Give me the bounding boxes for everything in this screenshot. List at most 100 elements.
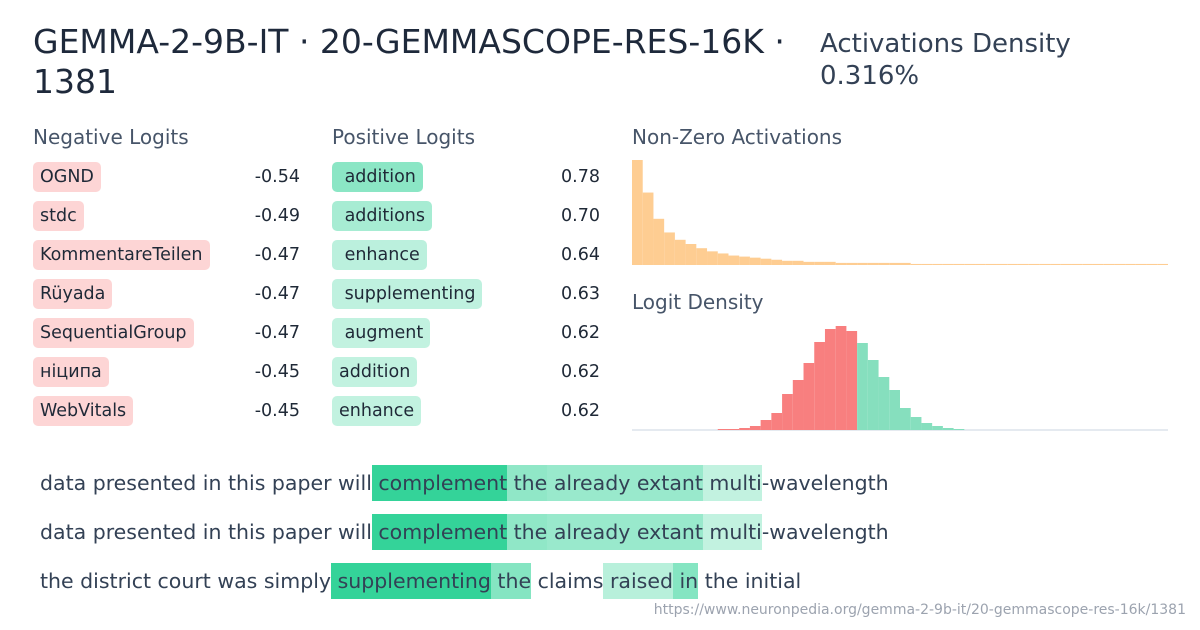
bar bbox=[867, 262, 879, 265]
bar bbox=[749, 257, 761, 265]
token: the bbox=[507, 465, 548, 501]
token: claims bbox=[531, 569, 604, 593]
bar bbox=[664, 232, 675, 265]
bar bbox=[642, 192, 654, 265]
bar bbox=[1103, 263, 1115, 265]
bar bbox=[857, 262, 868, 265]
bar bbox=[1135, 263, 1147, 265]
logit-value: 0.70 bbox=[561, 206, 600, 226]
bar bbox=[717, 429, 729, 430]
logit-value: 0.62 bbox=[561, 323, 600, 343]
token: data presented in this paper will bbox=[40, 471, 372, 495]
bar bbox=[814, 342, 825, 430]
token: data presented in this paper will bbox=[40, 520, 372, 544]
token: the bbox=[490, 563, 532, 599]
bar bbox=[1092, 263, 1104, 265]
bar bbox=[953, 429, 965, 430]
bar bbox=[932, 263, 943, 265]
logit-row: enhance 0.64 bbox=[332, 240, 600, 270]
token-pill: addition bbox=[332, 357, 418, 387]
token: multi bbox=[702, 465, 762, 501]
bar bbox=[792, 260, 804, 265]
bar bbox=[824, 329, 836, 430]
bar bbox=[900, 262, 911, 265]
bar bbox=[1146, 263, 1158, 265]
token-pill: addition bbox=[332, 162, 423, 192]
title: GEMMA-2-9B-IT · 20-GEMMASCOPE-RES-16K · … bbox=[33, 22, 785, 101]
token-pill: enhance bbox=[332, 396, 422, 426]
token: in bbox=[672, 563, 699, 599]
act-title: Non-Zero Activations bbox=[632, 125, 843, 149]
bar bbox=[846, 331, 858, 430]
bar bbox=[760, 420, 772, 430]
bar bbox=[782, 260, 793, 265]
token-pill: ніципа bbox=[33, 357, 109, 387]
token-pill: augment bbox=[332, 318, 431, 348]
bar bbox=[1039, 263, 1051, 265]
logit-row: WebVitals -0.45 bbox=[33, 396, 300, 426]
logit-value: 0.64 bbox=[561, 245, 600, 265]
bar bbox=[1007, 263, 1018, 265]
token: the initial bbox=[698, 569, 802, 593]
token: already bbox=[547, 465, 631, 501]
example: the district court was simply supplement… bbox=[40, 563, 801, 599]
bar bbox=[953, 263, 965, 265]
logit-value: 0.63 bbox=[561, 284, 600, 304]
logit-value: -0.49 bbox=[254, 206, 300, 226]
token: -wavelength bbox=[761, 471, 889, 495]
bar bbox=[942, 428, 954, 430]
token: supplementing bbox=[331, 563, 491, 599]
bar bbox=[900, 408, 911, 430]
logit-row: OGND -0.54 bbox=[33, 162, 300, 192]
example: data presented in this paper will comple… bbox=[40, 514, 889, 550]
bar bbox=[685, 244, 697, 265]
token-pill: Rüyada bbox=[33, 279, 113, 309]
token-pill: WebVitals bbox=[33, 396, 134, 426]
bar bbox=[739, 428, 750, 430]
logit-value: -0.45 bbox=[254, 401, 300, 421]
logit-value: -0.45 bbox=[254, 362, 300, 382]
bar bbox=[792, 380, 804, 430]
bar bbox=[996, 263, 1008, 265]
bar bbox=[771, 413, 783, 430]
logit-row: enhance 0.62 bbox=[332, 396, 600, 426]
logit-value: -0.54 bbox=[254, 167, 300, 187]
bar bbox=[814, 261, 825, 265]
bar bbox=[632, 160, 643, 265]
bar bbox=[889, 390, 900, 430]
logit-value: -0.47 bbox=[254, 284, 300, 304]
logit-value: 0.62 bbox=[561, 362, 600, 382]
bar bbox=[674, 239, 686, 265]
bar bbox=[771, 259, 783, 265]
bar bbox=[717, 253, 729, 265]
bar bbox=[835, 262, 847, 265]
logit-row: additions 0.70 bbox=[332, 201, 600, 231]
neg-title: Negative Logits bbox=[33, 125, 189, 149]
bar bbox=[749, 426, 761, 430]
token-pill: supplementing bbox=[332, 279, 483, 309]
example: data presented in this paper will comple… bbox=[40, 465, 889, 501]
bar bbox=[739, 256, 750, 265]
logit-title: Logit Density bbox=[632, 290, 764, 314]
density-value: 0.316% bbox=[820, 61, 920, 91]
bar bbox=[857, 343, 868, 430]
bar bbox=[1017, 263, 1029, 265]
bar bbox=[1114, 263, 1126, 265]
bar bbox=[1060, 263, 1072, 265]
bar bbox=[867, 360, 879, 430]
bar bbox=[964, 263, 976, 265]
pos-title: Positive Logits bbox=[332, 125, 475, 149]
logit-value: -0.47 bbox=[254, 323, 300, 343]
token: -wavelength bbox=[761, 520, 889, 544]
token: multi bbox=[702, 514, 762, 550]
bar bbox=[803, 363, 815, 430]
bar bbox=[910, 263, 922, 265]
token-pill: enhance bbox=[332, 240, 427, 270]
density-label: Activations Density bbox=[820, 29, 1071, 59]
url: https://www.neuronpedia.org/gemma-2-9b-i… bbox=[653, 602, 1186, 618]
token: the district court was simply bbox=[40, 569, 332, 593]
token-pill: SequentialGroup bbox=[33, 318, 194, 348]
bar bbox=[707, 251, 718, 265]
token: complement bbox=[371, 514, 508, 550]
